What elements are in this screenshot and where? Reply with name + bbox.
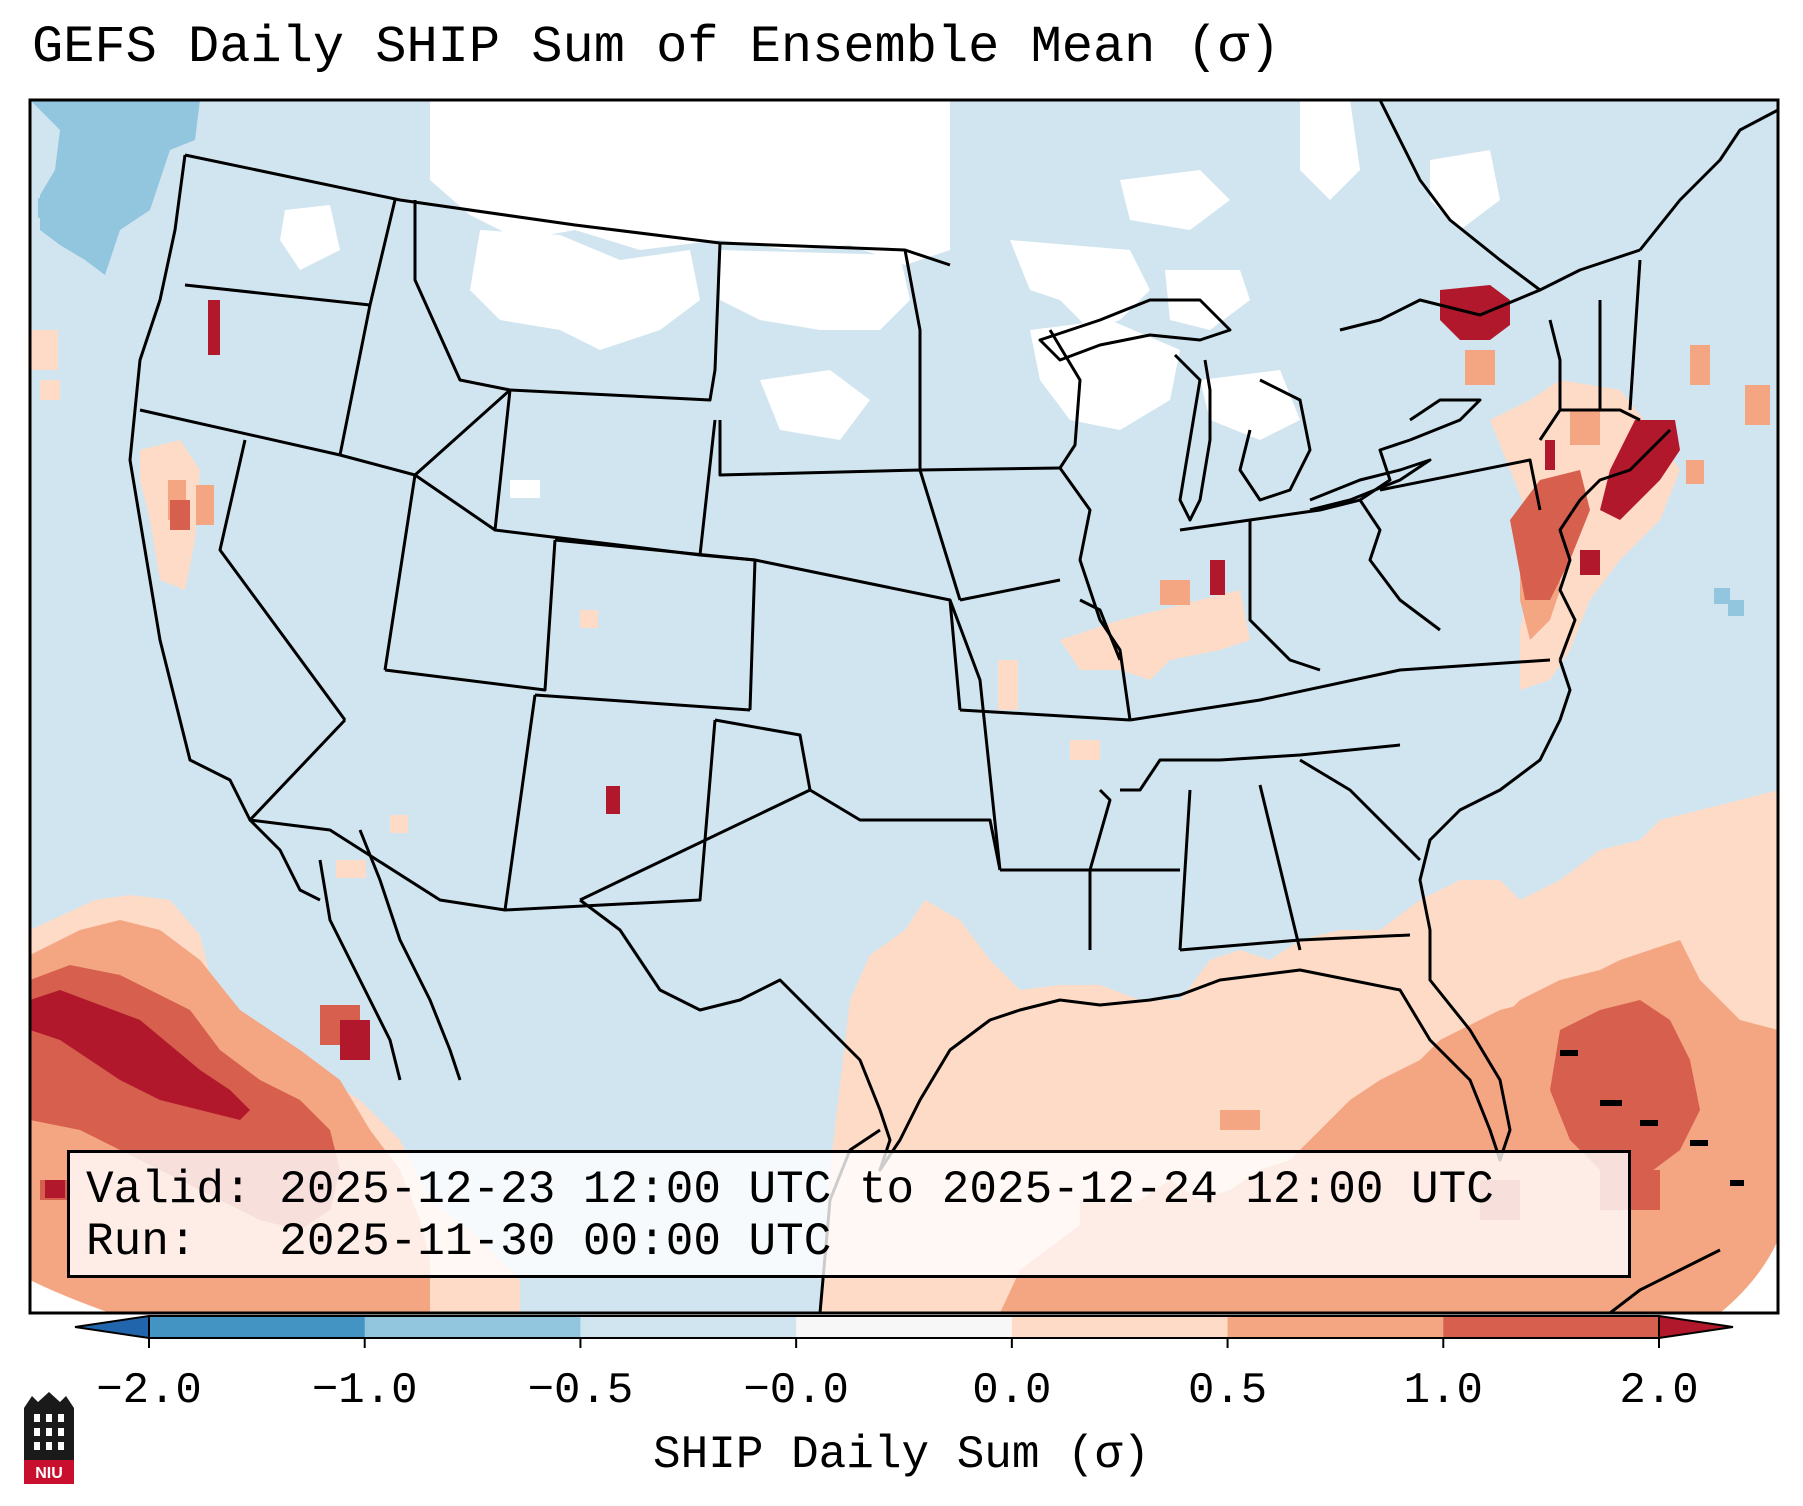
out-of-domain-right xyxy=(1720,1240,1778,1313)
colorbar-tick-label: 0.0 xyxy=(972,1366,1052,1416)
colorbar xyxy=(74,1314,1734,1348)
valid-value: 2025-12-23 12:00 UTC to 2025-12-24 12:00… xyxy=(279,1164,1494,1216)
colorbar-segment xyxy=(1443,1316,1660,1338)
dark-red-regions xyxy=(30,285,1680,1198)
map-plot-area xyxy=(30,100,1778,1313)
colorbar-segment xyxy=(796,1316,1013,1338)
colorbar-segments xyxy=(74,1314,1734,1340)
out-of-domain-left xyxy=(30,1280,110,1313)
map-frame xyxy=(28,98,1780,1315)
boundaries xyxy=(128,100,1778,1313)
valid-label: Valid: xyxy=(86,1164,252,1216)
colorbar-segment xyxy=(1011,1316,1229,1338)
map-title: GEFS Daily SHIP Sum of Ensemble Mean (σ) xyxy=(32,18,1281,77)
colorbar-tick-label: 2.0 xyxy=(1619,1366,1699,1416)
neutral-patches xyxy=(280,100,1500,999)
colorbar-extend-max xyxy=(1658,1314,1734,1340)
blue-patches xyxy=(30,100,1744,616)
colorbar-segment xyxy=(580,1316,797,1338)
colorbar-tick-label: −1.0 xyxy=(311,1366,418,1416)
logo-text: NIU xyxy=(35,1465,63,1482)
niu-logo: NIU xyxy=(24,1392,74,1484)
colorbar-label: SHIP Daily Sum (σ) xyxy=(653,1429,1150,1481)
run-line: Run: 2025-11-30 00:00 UTC xyxy=(86,1219,831,1265)
colorbar-ticks xyxy=(148,1338,1660,1348)
colorbar-tick-label: −0.5 xyxy=(527,1366,634,1416)
colorbar-outline xyxy=(148,1315,1660,1339)
colorbar-tick-label: −0.0 xyxy=(743,1366,849,1416)
colorbar-segment xyxy=(149,1316,366,1338)
colorbar-segment xyxy=(1227,1316,1444,1338)
colorbar-tick-label: 1.0 xyxy=(1403,1366,1483,1416)
valid-line: Valid: 2025-12-23 12:00 UTC to 2025-12-2… xyxy=(86,1167,1494,1213)
colorbar-tick-label: −2.0 xyxy=(96,1366,202,1416)
colorbar-segment xyxy=(364,1316,581,1338)
colorbar-tick-label: 0.5 xyxy=(1187,1366,1268,1416)
caribbean-islands xyxy=(1560,1050,1744,1186)
colorbar-extend-min xyxy=(74,1314,150,1340)
run-value: 2025-11-30 00:00 UTC xyxy=(279,1216,832,1268)
run-label: Run: xyxy=(86,1216,197,1268)
info-box: Valid: 2025-12-23 12:00 UTC to 2025-12-2… xyxy=(67,1150,1631,1278)
